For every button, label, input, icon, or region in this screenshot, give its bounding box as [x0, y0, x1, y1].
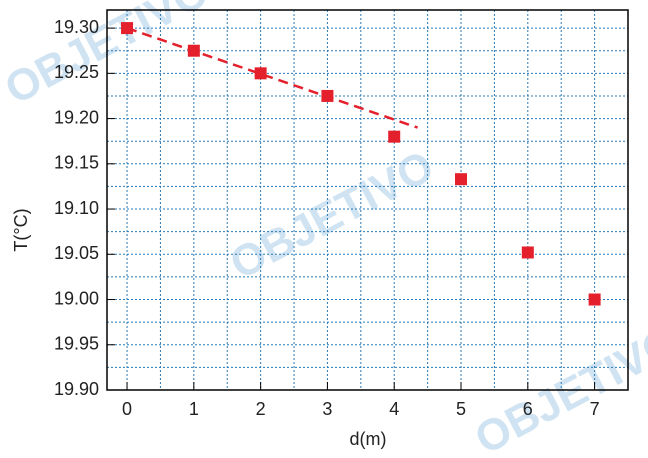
- watermark: OBJETIVO: [0, 0, 217, 114]
- y-tick-label: 19.25: [54, 62, 99, 82]
- x-tick-label: 3: [322, 399, 332, 419]
- x-tick-label: 2: [256, 399, 266, 419]
- y-tick-label: 19.30: [54, 17, 99, 37]
- point: [455, 173, 468, 186]
- y-tick-label: 19.10: [54, 198, 99, 218]
- point: [388, 130, 401, 143]
- x-tick-label: 7: [590, 399, 600, 419]
- y-tick-label: 19.00: [54, 288, 99, 308]
- point: [121, 22, 134, 35]
- x-tick-label: 0: [122, 399, 132, 419]
- x-tick-label: 5: [456, 399, 466, 419]
- trend-line: [126, 26, 419, 129]
- x-axis-label: d(m): [350, 429, 387, 449]
- y-tick-label: 19.05: [54, 243, 99, 263]
- plot-frame: [106, 9, 629, 391]
- point: [254, 67, 267, 80]
- y-tick-label: 19.15: [54, 153, 99, 173]
- y-tick-label: 19.90: [54, 379, 99, 399]
- y-tick-label: 19.95: [54, 334, 99, 354]
- point: [321, 89, 334, 102]
- point: [521, 246, 534, 259]
- point: [187, 44, 200, 57]
- y-axis-label: T(°C): [11, 208, 31, 251]
- x-tick-label: 4: [389, 399, 399, 419]
- x-tick-label: 6: [523, 399, 533, 419]
- y-tick-label: 19.20: [54, 107, 99, 127]
- point: [588, 293, 601, 306]
- x-tick-label: 1: [189, 399, 199, 419]
